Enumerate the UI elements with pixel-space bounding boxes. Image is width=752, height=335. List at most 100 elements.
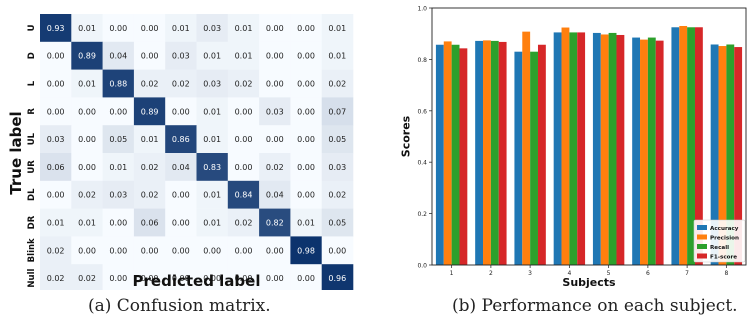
cm-cell-value: 0.03: [328, 163, 346, 172]
cm-cell-value: 0.01: [141, 135, 159, 144]
cm-cell-value: 0.01: [235, 24, 253, 33]
cm-cell: [71, 208, 103, 237]
cm-cell-value: 0.00: [172, 191, 190, 200]
cm-cell: [259, 236, 291, 265]
perf-legend-label: F1-score: [710, 255, 737, 261]
cm-cell: [165, 41, 197, 70]
cm-cell: [321, 14, 354, 43]
cm-cell-value: 0.00: [266, 246, 284, 255]
cm-cell: [71, 236, 103, 265]
cm-cell-value: 0.01: [203, 107, 221, 116]
cm-cell-value: 0.03: [203, 80, 221, 89]
cm-cell: [165, 14, 197, 43]
cm-cell-value: 0.00: [78, 246, 96, 255]
perf-legend-label: Recall: [710, 245, 729, 251]
cm-cell: [102, 97, 135, 126]
cm-cell-value: 0.02: [235, 219, 253, 228]
cm-cell-value: 0.02: [328, 80, 346, 89]
cm-cell-value: 0.01: [109, 163, 127, 172]
cm-cell: [290, 69, 322, 98]
perf-bar: [569, 32, 578, 265]
cm-cell-value: 0.00: [297, 107, 315, 116]
cm-cell-value: 0.00: [235, 246, 253, 255]
cm-cell: [259, 264, 291, 290]
cm-cell: [196, 14, 229, 43]
cm-cell: [40, 14, 72, 43]
cm-cell-value: 0.00: [47, 191, 65, 200]
cm-cell: [290, 14, 322, 43]
cm-cell-value: 0.00: [297, 80, 315, 89]
cm-cell: [259, 208, 291, 237]
perf-y-tick-label: 0.6: [417, 108, 427, 115]
cm-cell: [196, 264, 229, 290]
cm-cell-value: 0.84: [235, 191, 253, 200]
cm-cell-value: 0.00: [47, 107, 65, 116]
cm-cell: [133, 14, 166, 43]
perf-x-tick-label: 5: [607, 270, 611, 277]
cm-y-tick-label: Null: [27, 269, 37, 288]
cm-cell: [40, 208, 72, 237]
cm-cell-value: 0.98: [297, 246, 315, 255]
cm-cell-value: 0.00: [109, 246, 127, 255]
cm-cell: [196, 153, 229, 182]
cm-cell-value: 0.02: [328, 191, 346, 200]
cm-cell-value: 0.00: [141, 24, 159, 33]
cm-cell-value: 0.01: [78, 80, 96, 89]
cm-cell-value: 0.00: [297, 24, 315, 33]
cm-cell-value: 0.00: [109, 274, 127, 283]
cm-cell-value: 0.00: [78, 163, 96, 172]
cm-y-tick-label: U: [27, 24, 37, 31]
cm-cell-value: 0.00: [141, 52, 159, 61]
cm-cell: [40, 153, 72, 182]
perf-x-axis-label: Subjects: [562, 276, 616, 289]
cm-cell: [133, 69, 166, 98]
cm-cell: [227, 41, 260, 70]
perf-bar: [514, 51, 523, 265]
cm-cell: [40, 264, 72, 290]
cm-cell: [321, 125, 354, 154]
perf-legend-swatch: [697, 234, 707, 240]
cm-y-tick-label: DL: [27, 188, 37, 201]
cm-cell: [133, 264, 166, 290]
perf-x-tick-label: 2: [489, 270, 493, 277]
perf-x-tick-label: 1: [450, 270, 454, 277]
cm-cell-value: 0.00: [172, 246, 190, 255]
cm-cell-value: 0.03: [266, 107, 284, 116]
cm-cell-value: 0.05: [109, 135, 127, 144]
cm-cell-value: 0.93: [47, 24, 65, 33]
perf-bar: [475, 40, 484, 266]
cm-cell: [259, 14, 291, 43]
perf-legend-swatch: [697, 225, 707, 230]
cm-cell: [40, 41, 72, 70]
cm-cell: [259, 180, 291, 209]
perf-legend: Accuracy Precision Recall F1-score: [693, 219, 746, 263]
perf-x-tick-label: 8: [724, 270, 728, 277]
cm-cell: [165, 208, 197, 237]
cm-cell: [290, 41, 322, 70]
cm-cell-value: 0.00: [109, 24, 127, 33]
perf-bar: [537, 44, 546, 265]
cm-y-tick-label: DR: [27, 215, 37, 229]
cm-cell: [102, 125, 135, 154]
cm-cell: [133, 153, 166, 182]
perf-bar: [600, 34, 609, 265]
cm-cell: [102, 41, 135, 70]
cm-cell-value: 0.02: [141, 163, 159, 172]
perf-bar: [443, 41, 452, 265]
cm-cell: [259, 125, 291, 154]
cm-cell: [196, 236, 229, 265]
cm-cell: [102, 69, 135, 98]
cm-cell: [227, 97, 260, 126]
perf-y-tick-label: 0.0: [417, 263, 427, 270]
perf-bar: [451, 44, 460, 265]
perf-bar: [710, 44, 719, 265]
cm-cell: [102, 208, 135, 237]
perf-bar: [718, 46, 727, 265]
perf-legend-box: [693, 219, 746, 263]
cm-cell-value: 0.00: [78, 107, 96, 116]
cm-cell: [102, 180, 135, 209]
cm-cell: [290, 125, 322, 154]
perf-y-tick-label: 0.4: [417, 160, 427, 167]
cm-cell: [40, 180, 72, 209]
cm-cell-value: 0.06: [47, 163, 65, 172]
